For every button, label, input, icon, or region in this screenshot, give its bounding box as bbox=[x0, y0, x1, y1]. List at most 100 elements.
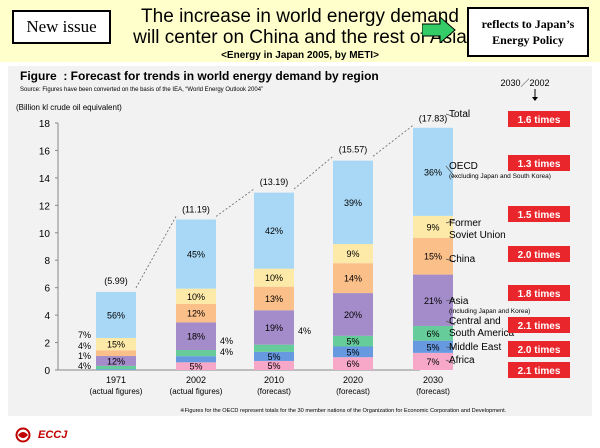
bar-segment-oecd bbox=[333, 160, 373, 244]
footer: ECCJ bbox=[0, 422, 600, 448]
chart-panel: Figure : Forecast for trends in world en… bbox=[8, 66, 592, 416]
trend-connector bbox=[293, 156, 334, 190]
y-tick-label: 12 bbox=[39, 201, 51, 212]
ratio-badge-text: 1.6 times bbox=[518, 115, 561, 126]
bar-segment-former-soviet-union bbox=[176, 288, 216, 304]
bar-segment-central-and-south-america bbox=[96, 365, 136, 370]
legend-label: Former bbox=[449, 218, 482, 229]
bar-segment-central-and-south-america bbox=[254, 344, 294, 352]
segment-percent-label: 6% bbox=[346, 359, 359, 369]
bar-segment-middle-east bbox=[254, 351, 294, 361]
segment-percent-label: 56% bbox=[107, 310, 125, 320]
segment-percent-label: 5% bbox=[346, 347, 359, 357]
legend-label-line2: Soviet Union bbox=[449, 230, 506, 241]
bar-total-label: (17.83) bbox=[419, 113, 448, 123]
legend-label: China bbox=[449, 254, 476, 265]
bar-segment-china bbox=[254, 286, 294, 311]
bar-segment-oecd bbox=[96, 291, 136, 338]
bar-segment-central-and-south-america bbox=[176, 350, 216, 357]
legend-leader-line bbox=[445, 219, 456, 224]
segment-percent-label: 5% bbox=[189, 362, 202, 372]
headline-source: <Energy in Japan 2005, by METI> bbox=[221, 50, 379, 61]
x-category-note: (actual figures) bbox=[90, 387, 143, 396]
x-category-label: 2020 bbox=[343, 375, 363, 385]
y-tick-label: 16 bbox=[39, 146, 51, 157]
y-axis-label: (Billion kl crude oil equivalent) bbox=[16, 103, 122, 112]
arrow-right-icon bbox=[422, 17, 456, 43]
side-percent-label: 7% bbox=[78, 330, 91, 340]
trend-connector bbox=[135, 216, 177, 288]
ratio-badge bbox=[508, 155, 570, 171]
ratio-badge-text: 2.0 times bbox=[518, 250, 561, 261]
segment-percent-label: 5% bbox=[267, 352, 280, 362]
bar-segment-africa bbox=[176, 362, 216, 370]
bar-total-label: (11.19) bbox=[182, 204, 210, 214]
bar-segment-china bbox=[413, 237, 453, 275]
bar-total-label: (15.57) bbox=[339, 144, 368, 154]
y-tick-label: 2 bbox=[44, 339, 50, 350]
ratio-badge bbox=[508, 362, 570, 378]
ratio-badge-text: 2.1 times bbox=[518, 321, 561, 332]
bar-segment-middle-east bbox=[176, 356, 216, 363]
side-percent-label: 4% bbox=[220, 347, 233, 357]
x-category-note: (actual figures) bbox=[170, 387, 223, 396]
legend-leader-line bbox=[445, 359, 456, 365]
bar-segment-asia bbox=[176, 322, 216, 351]
legend-leader-line bbox=[445, 113, 456, 118]
ratio-badge bbox=[508, 206, 570, 222]
y-tick-label: 0 bbox=[44, 366, 50, 377]
bar-segment-oecd bbox=[413, 127, 453, 216]
bar-total-label: (5.99) bbox=[104, 276, 128, 286]
header-banner: New issue The increase in world energy d… bbox=[0, 0, 600, 62]
ratio-header: 2030／2002 bbox=[500, 78, 549, 88]
energy-demand-chart: Figure : Forecast for trends in world en… bbox=[16, 69, 570, 414]
ratio-badge-text: 1.5 times bbox=[518, 210, 561, 221]
side-percent-label: 4% bbox=[220, 336, 233, 346]
bar-segment-asia bbox=[333, 293, 373, 336]
segment-percent-label: 42% bbox=[265, 226, 283, 236]
x-category-label: 1971 bbox=[106, 375, 126, 385]
bar-segment-africa bbox=[333, 357, 373, 370]
legend-leader-line bbox=[445, 298, 456, 302]
legend-leader-line bbox=[445, 346, 456, 349]
trend-connector bbox=[215, 188, 255, 217]
bar-segment-middle-east bbox=[333, 346, 373, 358]
x-category-label: 2030 bbox=[423, 375, 443, 385]
legend-leader-line bbox=[445, 258, 456, 263]
bar-segment-former-soviet-union bbox=[96, 337, 136, 351]
ratio-badge-text: 2.1 times bbox=[518, 366, 561, 377]
chart-source: Source: Figures have been converted on t… bbox=[20, 87, 263, 93]
policy-line-1: reflects to Japan’s bbox=[481, 17, 575, 31]
chart-title: Figure : Forecast for trends in world en… bbox=[20, 69, 379, 83]
bar-segment-asia bbox=[413, 274, 453, 326]
segment-percent-label: 18% bbox=[187, 332, 205, 342]
segment-percent-label: 12% bbox=[107, 356, 125, 366]
policy-box: reflects to Japan’s Energy Policy bbox=[467, 7, 589, 57]
segment-percent-label: 15% bbox=[424, 252, 442, 262]
headline-line-1: The increase in world energy demand bbox=[141, 6, 459, 27]
legend-label: Central and bbox=[449, 316, 501, 327]
eccj-logo-icon bbox=[15, 427, 31, 443]
segment-percent-label: 13% bbox=[265, 294, 283, 304]
x-category-label: 2010 bbox=[264, 375, 284, 385]
bar-segment-china bbox=[96, 350, 136, 357]
y-tick-label: 6 bbox=[44, 284, 50, 295]
bar-segment-central-and-south-america bbox=[333, 335, 373, 347]
segment-percent-label: 9% bbox=[426, 222, 439, 232]
bar-segment-africa bbox=[254, 360, 294, 370]
x-category-label: 2002 bbox=[186, 375, 206, 385]
bar-segment-former-soviet-union bbox=[413, 215, 453, 238]
bar-segment-former-soviet-union bbox=[254, 268, 294, 287]
segment-percent-label: 10% bbox=[187, 292, 205, 302]
segment-percent-label: 7% bbox=[426, 357, 439, 367]
headline: The increase in world energy demand will… bbox=[130, 6, 470, 62]
trend-connector bbox=[372, 125, 414, 157]
ratio-badge-text: 1.3 times bbox=[518, 159, 561, 170]
segment-percent-label: 12% bbox=[187, 309, 205, 319]
segment-percent-label: 36% bbox=[424, 167, 442, 177]
segment-percent-label: 9% bbox=[346, 249, 359, 259]
ratio-badge bbox=[508, 341, 570, 357]
bar-segment-china bbox=[176, 303, 216, 323]
segment-percent-label: 10% bbox=[265, 273, 283, 283]
eccj-logo-text: ECCJ bbox=[38, 429, 68, 441]
